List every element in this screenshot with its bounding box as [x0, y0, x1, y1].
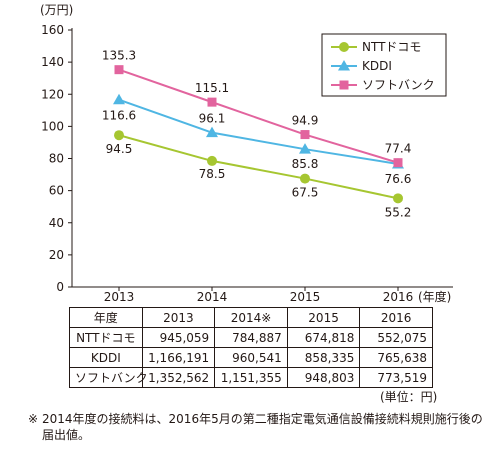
x-tick-label: 2014: [197, 290, 228, 304]
y-tick-label: 160: [41, 23, 64, 37]
table-unit-note: (単位：円): [380, 390, 438, 404]
data-point: [207, 97, 217, 107]
series-line: [118, 134, 399, 200]
data-point: [206, 126, 218, 138]
footnote-text: 2014年度の接続料は、2016年5月の第二種指定電気通信設備接続料規則施行後の…: [42, 412, 483, 442]
table-cell: 948,803: [286, 367, 361, 388]
data-label: 55.2: [385, 205, 412, 219]
table-header-cell: 2013: [141, 307, 216, 328]
table-row: ソフトバンク 1,352,562 1,151,355 948,803 773,5…: [69, 367, 433, 388]
table-cell: 1,166,191: [141, 347, 216, 368]
legend-swatch-marker: [339, 42, 349, 52]
series-line: [118, 68, 399, 164]
data-label: 96.1: [199, 112, 226, 126]
y-tick-label: 40: [49, 216, 64, 230]
data-point: [114, 130, 124, 141]
data-label: 78.5: [199, 167, 226, 181]
data-table: 年度 2013 2014※ 2015 2016 NTTドコモ 945,059 7…: [69, 307, 433, 388]
series-1: 116.6 96.1 85.8 76.6: [102, 93, 412, 186]
data-point: [393, 158, 403, 168]
legend-label: KDDI: [362, 59, 392, 73]
table-header-cell: 年度: [69, 307, 143, 328]
table-cell: 945,059: [141, 327, 216, 348]
x-tick-label: 2013: [104, 290, 135, 304]
data-point: [300, 173, 310, 184]
data-label: 76.6: [385, 172, 412, 186]
table-header-cell: 2016: [359, 307, 433, 328]
data-label: 116.6: [102, 109, 136, 123]
table-row-label: KDDI: [69, 347, 143, 368]
data-point: [299, 143, 311, 154]
y-tick-label: 20: [49, 248, 64, 262]
series-layer: 94.5 78.5 67.5 55.2 116.6 96.1 85.8 76.6 135.3 11…: [102, 49, 412, 220]
table-cell: 784,887: [214, 327, 288, 348]
data-point: [113, 93, 125, 105]
data-label: 85.8: [292, 157, 319, 171]
line-chart: (万円) (年度) 0 20 40 60 80 100 120 140 160 2013 2014 2…: [40, 3, 453, 304]
footnote-mark: ※: [28, 412, 39, 426]
x-tick-label: 2015: [290, 290, 321, 304]
table-header-cell: 2015: [286, 307, 361, 328]
table-header-cell: 2014※: [214, 307, 288, 328]
table-row-label: ソフトバンク: [69, 367, 148, 388]
data-point: [114, 65, 124, 75]
series-line: [118, 98, 399, 165]
series-2: 135.3 115.1 94.9 77.4: [102, 49, 412, 168]
data-label: 135.3: [102, 49, 136, 63]
table-cell: 1,352,562: [141, 367, 216, 388]
data-point: [393, 193, 403, 204]
table-row: KDDI 1,166,191 960,541 858,335 765,638: [69, 347, 433, 368]
data-label: 94.9: [292, 114, 319, 128]
y-axis-unit: (万円): [40, 3, 73, 17]
y-tick-label: 0: [56, 280, 64, 294]
data-label: 94.5: [106, 142, 133, 156]
y-tick-label: 120: [41, 87, 64, 101]
table-cell: 674,818: [286, 327, 361, 348]
y-tick-label: 60: [49, 184, 64, 198]
x-axis-unit: (年度): [418, 289, 451, 304]
table-header-row: 年度 2013 2014※ 2015 2016: [69, 307, 433, 328]
legend-swatch-marker: [339, 80, 349, 90]
data-label: 67.5: [292, 186, 319, 200]
table-cell: 960,541: [214, 347, 288, 368]
legend-swatch-marker: [338, 60, 350, 71]
y-tick-label: 80: [49, 152, 64, 166]
table-row-label: NTTドコモ: [69, 327, 143, 348]
data-label: 77.4: [385, 142, 412, 156]
table-cell: 765,638: [359, 347, 433, 368]
table-cell: 858,335: [286, 347, 361, 368]
table-cell: 773,519: [359, 367, 433, 388]
axes: 0 20 40 60 80 100 120 140 160 2013 2014 2015 2016: [41, 23, 453, 304]
series-0: 94.5 78.5 67.5 55.2: [106, 130, 412, 219]
data-point: [207, 155, 217, 166]
data-point: [300, 130, 310, 140]
y-tick-label: 100: [41, 119, 64, 133]
y-tick-label: 140: [41, 55, 64, 69]
legend-label: NTTドコモ: [362, 40, 421, 54]
footnote: ※ 2014年度の接続料は、2016年5月の第二種指定電気通信設備接続料規則施行…: [28, 411, 488, 443]
table-cell: 1,151,355: [214, 367, 288, 388]
legend: NTTドコモ KDDI ソフトバンク: [321, 33, 447, 97]
table-cell: 552,075: [359, 327, 433, 348]
legend-label: ソフトバンク: [362, 78, 435, 92]
data-label: 115.1: [195, 81, 229, 95]
table-row: NTTドコモ 945,059 784,887 674,818 552,075: [69, 327, 433, 348]
x-tick-label: 2016: [383, 290, 414, 304]
